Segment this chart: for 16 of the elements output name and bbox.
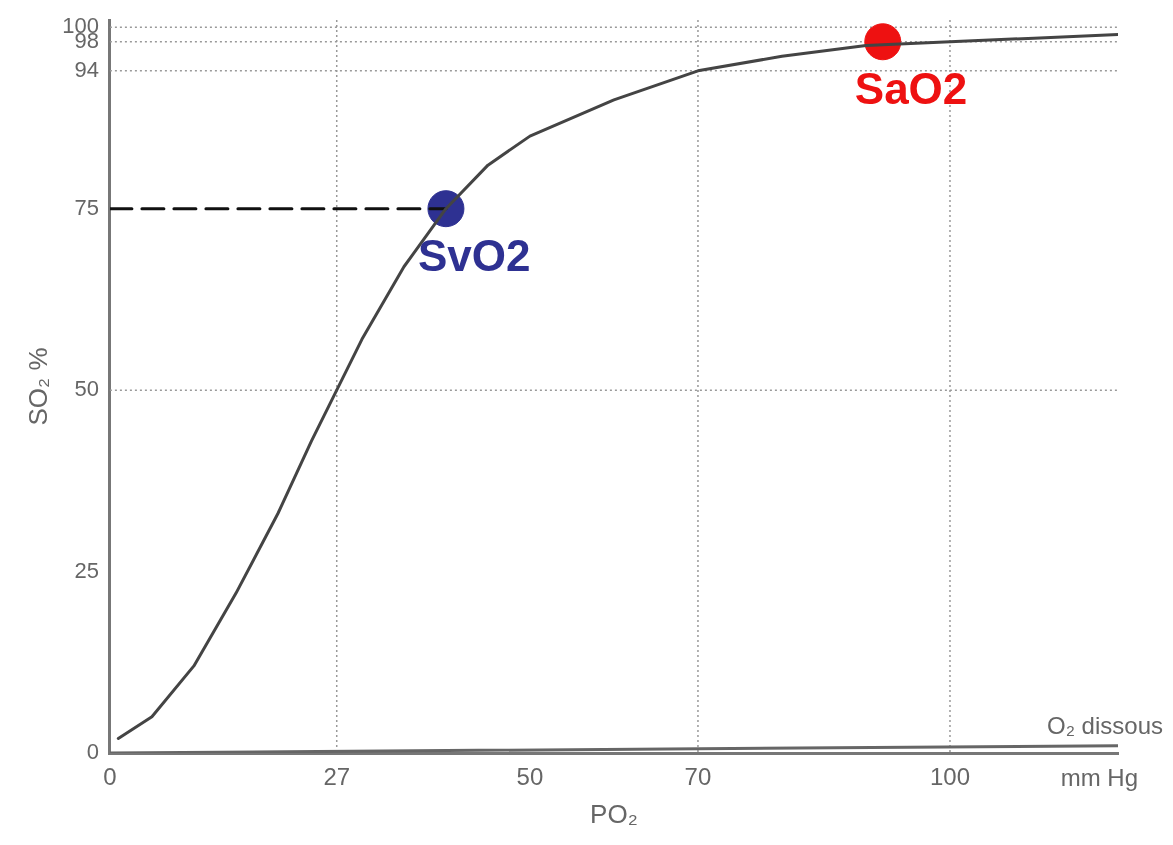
y-tick-label: 50 <box>74 376 99 402</box>
y-tick-label: 75 <box>74 194 99 220</box>
x-tick-label: 100 <box>929 763 971 791</box>
series-label: O₂ dissous <box>1046 712 1163 740</box>
y-tick-label: 94 <box>74 56 99 82</box>
x-tick-label: 0 <box>103 763 117 791</box>
text: mm Hg <box>1060 763 1138 791</box>
x-tick-label: 50 <box>516 763 544 791</box>
y-tick-label: 25 <box>74 557 99 583</box>
y-axis-title: SO₂ % <box>22 347 53 426</box>
series-label: SaO2 <box>854 63 968 113</box>
x-tick-label: 27 <box>323 763 351 791</box>
series-label: SvO2 <box>417 230 531 280</box>
x-tick-label: 70 <box>684 763 712 791</box>
x-axis-title: PO₂ <box>590 798 638 829</box>
y-tick-label: 0 <box>86 739 99 765</box>
